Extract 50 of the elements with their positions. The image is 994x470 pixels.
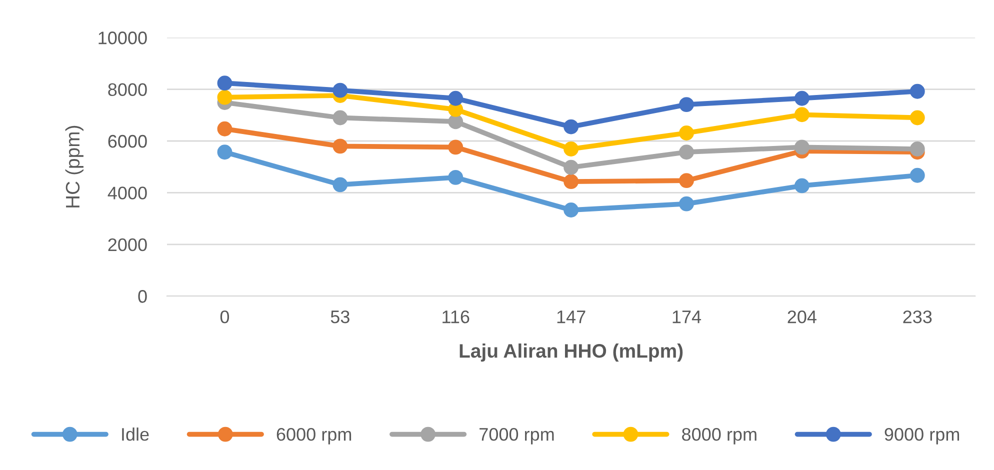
y-tick-label: 8000 xyxy=(108,83,147,96)
point xyxy=(679,144,694,160)
point xyxy=(564,202,579,218)
point xyxy=(564,119,579,134)
point xyxy=(448,90,464,106)
legend-label: 7000 rpm xyxy=(480,428,554,444)
y-tick-label: 6000 xyxy=(108,134,147,148)
point xyxy=(679,196,694,212)
point xyxy=(794,140,810,155)
y-tick-label: 0 xyxy=(138,290,147,303)
x-tick-label: 116 xyxy=(442,310,470,324)
point xyxy=(679,97,694,112)
legend-label: Idle xyxy=(122,428,149,441)
x-axis-title: Laju Aliran HHO (mLpm) xyxy=(460,343,683,362)
y-tick-label: 10000 xyxy=(98,32,147,44)
point xyxy=(564,174,579,190)
point xyxy=(910,168,925,183)
point xyxy=(217,144,232,160)
x-tick-label: 147 xyxy=(557,310,586,324)
point xyxy=(564,142,579,156)
point xyxy=(794,178,810,194)
x-tick-label: 0 xyxy=(220,310,230,324)
legend-label: 8000 rpm xyxy=(682,428,756,444)
y-axis-title: HC (ppm) xyxy=(65,126,84,208)
point xyxy=(448,114,464,130)
y-tick-label: 4000 xyxy=(108,186,147,200)
legend-label: 9000 rpm xyxy=(884,428,960,444)
point xyxy=(217,90,232,105)
x-tick-label: 53 xyxy=(330,310,350,324)
point xyxy=(332,82,348,98)
point xyxy=(217,76,232,91)
point xyxy=(332,177,348,192)
x-tick-label: 174 xyxy=(672,310,702,324)
point xyxy=(332,110,348,126)
point xyxy=(794,90,810,106)
point xyxy=(332,138,348,154)
legend-label: 6000 rpm xyxy=(276,428,352,444)
point xyxy=(910,110,925,126)
point xyxy=(679,126,694,140)
x-tick-label: 204 xyxy=(788,310,816,324)
point xyxy=(448,170,464,185)
point xyxy=(448,140,464,155)
point xyxy=(679,173,694,188)
x-tick-label: 233 xyxy=(903,310,932,324)
point xyxy=(910,142,925,156)
point xyxy=(217,121,232,136)
point xyxy=(564,160,579,175)
y-tick-label: 2000 xyxy=(108,238,147,252)
point xyxy=(910,84,925,99)
point xyxy=(794,107,810,122)
